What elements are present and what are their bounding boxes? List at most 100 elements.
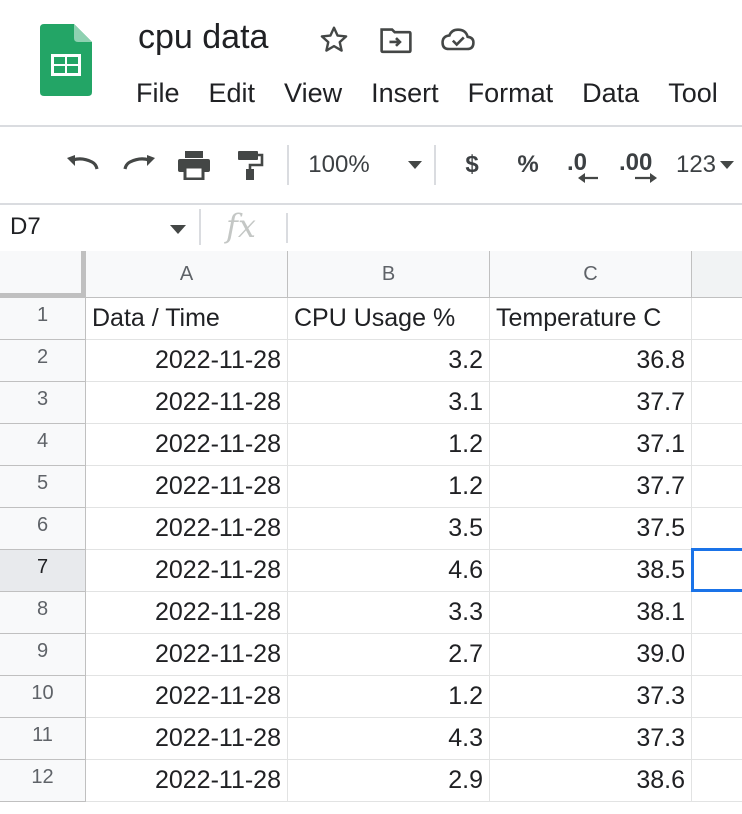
- table-cell[interactable]: 37.7: [490, 466, 692, 508]
- table-cell[interactable]: 2022-11-28: [86, 508, 288, 550]
- column-header-c[interactable]: C: [490, 251, 692, 298]
- table-cell[interactable]: [692, 634, 742, 676]
- table-cell[interactable]: 2022-11-28: [86, 340, 288, 382]
- decrease-decimal-button[interactable]: .0: [558, 127, 602, 203]
- row-header[interactable]: 9: [0, 634, 86, 676]
- toolbar-divider: [0, 203, 742, 205]
- print-icon: [178, 151, 210, 180]
- table-cell[interactable]: [692, 508, 742, 550]
- table-cell[interactable]: [692, 676, 742, 718]
- table-cell[interactable]: [692, 592, 742, 634]
- table-cell[interactable]: 37.5: [490, 508, 692, 550]
- sheets-logo-icon[interactable]: [40, 24, 92, 96]
- row-header[interactable]: 8: [0, 592, 86, 634]
- row-header[interactable]: 1: [0, 298, 86, 340]
- zoom-value: 100%: [308, 151, 370, 178]
- column-header-a[interactable]: A: [86, 251, 288, 298]
- table-cell[interactable]: [692, 382, 742, 424]
- percent-format-button[interactable]: %: [517, 151, 539, 178]
- menu-insert[interactable]: Insert: [371, 78, 439, 108]
- table-cell[interactable]: 38.6: [490, 760, 692, 802]
- row-header[interactable]: 2: [0, 340, 86, 382]
- active-cell-d7[interactable]: [691, 548, 742, 592]
- table-cell[interactable]: 1.2: [288, 424, 490, 466]
- title-actions: [316, 22, 476, 58]
- table-cell[interactable]: 4.3: [288, 718, 490, 760]
- undo-button[interactable]: [60, 127, 104, 203]
- arrow-left-icon: [578, 173, 598, 183]
- zoom-select[interactable]: 100%: [300, 127, 430, 203]
- document-title[interactable]: cpu data: [138, 18, 269, 56]
- table-cell[interactable]: [692, 760, 742, 802]
- table-cell[interactable]: 37.3: [490, 676, 692, 718]
- column-header-d[interactable]: [692, 251, 742, 298]
- table-cell[interactable]: 3.1: [288, 382, 490, 424]
- row-header[interactable]: 11: [0, 718, 86, 760]
- table-cell[interactable]: 2022-11-28: [86, 676, 288, 718]
- select-all-corner[interactable]: [0, 251, 86, 298]
- table-cell[interactable]: 2.7: [288, 634, 490, 676]
- row-header[interactable]: 7: [0, 550, 86, 592]
- menu-edit[interactable]: Edit: [208, 78, 256, 108]
- row-header[interactable]: 4: [0, 424, 86, 466]
- formula-input[interactable]: [296, 213, 736, 243]
- menu-bar: File Edit View Insert Format Data Tool: [136, 76, 742, 110]
- table-cell[interactable]: 39.0: [490, 634, 692, 676]
- menu-file[interactable]: File: [136, 78, 180, 108]
- table-cell[interactable]: 2022-11-28: [86, 718, 288, 760]
- chevron-down-icon: [720, 161, 735, 169]
- print-button[interactable]: [174, 127, 214, 203]
- table-cell[interactable]: 2022-11-28: [86, 550, 288, 592]
- row-header[interactable]: 3: [0, 382, 86, 424]
- table-cell[interactable]: 2022-11-28: [86, 466, 288, 508]
- table-cell[interactable]: 38.1: [490, 592, 692, 634]
- header-cell[interactable]: Data / Time: [86, 298, 288, 340]
- menu-view[interactable]: View: [284, 78, 343, 108]
- menu-format[interactable]: Format: [467, 78, 554, 108]
- row-header[interactable]: 5: [0, 466, 86, 508]
- header-cell[interactable]: Temperature C: [490, 298, 692, 340]
- row-header[interactable]: 12: [0, 760, 86, 802]
- cloud-saved-icon[interactable]: [440, 22, 476, 58]
- paint-format-button[interactable]: [230, 127, 270, 203]
- table-cell[interactable]: 36.8: [490, 340, 692, 382]
- menu-data[interactable]: Data: [582, 78, 640, 108]
- row-header[interactable]: 6: [0, 508, 86, 550]
- table-cell[interactable]: 3.2: [288, 340, 490, 382]
- table-cell[interactable]: 2022-11-28: [86, 760, 288, 802]
- table-cell[interactable]: 2022-11-28: [86, 382, 288, 424]
- move-to-folder-icon[interactable]: [378, 22, 414, 58]
- menu-tools[interactable]: Tool: [668, 78, 718, 108]
- table-cell[interactable]: 1.2: [288, 676, 490, 718]
- table-cell[interactable]: 37.3: [490, 718, 692, 760]
- table-cell[interactable]: 3.5: [288, 508, 490, 550]
- header-divider: [0, 125, 742, 127]
- table-cell[interactable]: 4.6: [288, 550, 490, 592]
- redo-icon: [123, 155, 155, 170]
- currency-format-button[interactable]: $: [465, 151, 479, 178]
- header-cell[interactable]: CPU Usage %: [288, 298, 490, 340]
- table-cell[interactable]: [692, 466, 742, 508]
- redo-button[interactable]: [118, 127, 162, 203]
- row-header[interactable]: 10: [0, 676, 86, 718]
- star-icon[interactable]: [316, 22, 352, 58]
- more-formats-button[interactable]: 123: [672, 127, 738, 203]
- table-cell[interactable]: [692, 718, 742, 760]
- table-cell[interactable]: 2022-11-28: [86, 592, 288, 634]
- table-cell[interactable]: 2022-11-28: [86, 634, 288, 676]
- header-cell[interactable]: [692, 298, 742, 340]
- table-cell[interactable]: [692, 340, 742, 382]
- table-cell[interactable]: 37.1: [490, 424, 692, 466]
- increase-decimal-button[interactable]: .00: [614, 127, 664, 203]
- column-header-b[interactable]: B: [288, 251, 490, 298]
- table-cell[interactable]: 2022-11-28: [86, 424, 288, 466]
- table-cell[interactable]: 37.7: [490, 382, 692, 424]
- name-box[interactable]: D7: [10, 213, 41, 240]
- table-cell[interactable]: 3.3: [288, 592, 490, 634]
- table-cell[interactable]: [692, 424, 742, 466]
- chevron-down-icon[interactable]: [170, 225, 186, 234]
- toolbar-separator: [434, 145, 436, 185]
- table-cell[interactable]: 2.9: [288, 760, 490, 802]
- table-cell[interactable]: 1.2: [288, 466, 490, 508]
- table-cell[interactable]: 38.5: [490, 550, 692, 592]
